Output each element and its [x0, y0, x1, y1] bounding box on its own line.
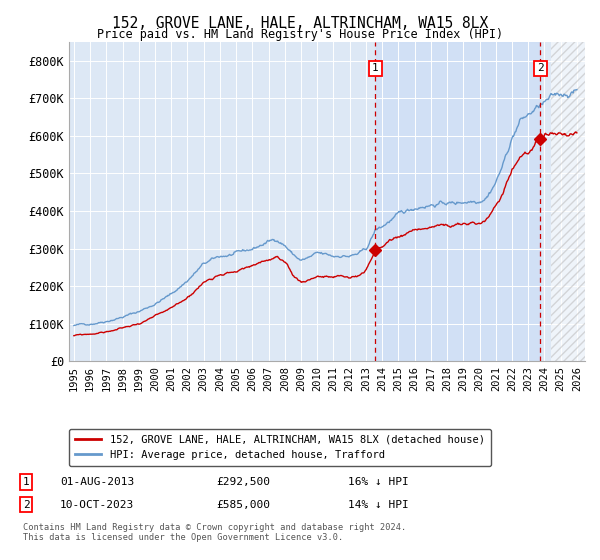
- Bar: [551, 42, 585, 361]
- Text: 1: 1: [372, 63, 379, 73]
- Text: 10-OCT-2023: 10-OCT-2023: [60, 500, 134, 510]
- Text: 1: 1: [23, 477, 29, 487]
- Text: £585,000: £585,000: [216, 500, 270, 510]
- Legend: 152, GROVE LANE, HALE, ALTRINCHAM, WA15 8LX (detached house), HPI: Average price: 152, GROVE LANE, HALE, ALTRINCHAM, WA15 …: [69, 428, 491, 466]
- Text: Contains HM Land Registry data © Crown copyright and database right 2024.
This d: Contains HM Land Registry data © Crown c…: [23, 523, 406, 543]
- Text: 01-AUG-2013: 01-AUG-2013: [60, 477, 134, 487]
- Text: 14% ↓ HPI: 14% ↓ HPI: [348, 500, 409, 510]
- Text: 2: 2: [537, 63, 544, 73]
- Text: Price paid vs. HM Land Registry's House Price Index (HPI): Price paid vs. HM Land Registry's House …: [97, 28, 503, 41]
- Text: 152, GROVE LANE, HALE, ALTRINCHAM, WA15 8LX: 152, GROVE LANE, HALE, ALTRINCHAM, WA15 …: [112, 16, 488, 31]
- Text: 2: 2: [23, 500, 29, 510]
- Text: 16% ↓ HPI: 16% ↓ HPI: [348, 477, 409, 487]
- Text: £292,500: £292,500: [216, 477, 270, 487]
